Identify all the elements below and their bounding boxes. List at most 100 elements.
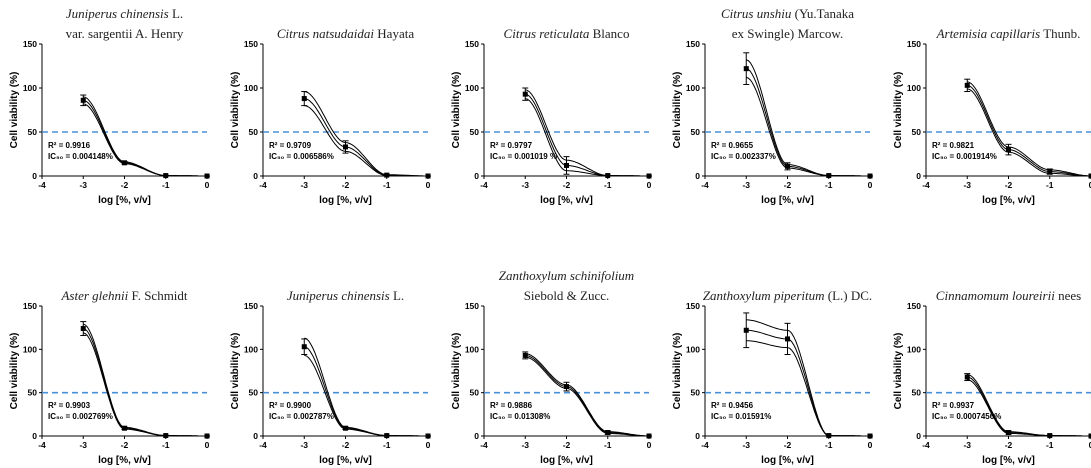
data-point	[1006, 430, 1011, 436]
chart-panel: Cinnamomum loureirii nees 0 50 100 150 -4 -3 -2…	[893, 288, 1091, 466]
x-tick-label: -3	[963, 440, 971, 450]
x-axis-label: log [%, v/v]	[540, 455, 593, 466]
x-tick-label: -2	[121, 440, 129, 450]
data-point	[1006, 147, 1011, 153]
x-tick-label: -1	[383, 440, 391, 450]
species-name: Citrus natsudaidai	[277, 26, 375, 41]
data-point	[204, 433, 210, 439]
ic50-label: IC₅₀ = 0.001914%	[932, 152, 997, 161]
species-title: Zanthoxylum piperitum (L.) DC.	[703, 288, 872, 303]
y-axis-label: Cell viability (%)	[451, 333, 462, 410]
x-tick-label: 0	[1089, 180, 1091, 190]
y-tick-label: 50	[249, 388, 259, 398]
x-tick-label: -3	[300, 440, 308, 450]
species-name: Zanthoxylum piperitum	[703, 288, 825, 303]
x-tick-label: -4	[922, 180, 930, 190]
data-point	[605, 173, 611, 179]
ic50-label: IC₅₀ = 0.01591%	[711, 412, 771, 421]
y-tick-label: 0	[32, 431, 37, 441]
species-title: Artemisia capillaris Thunb.	[936, 26, 1081, 41]
x-tick-label: -2	[1005, 180, 1013, 190]
y-axis-label: Cell viability (%)	[672, 333, 683, 410]
data-point	[564, 162, 569, 168]
fitted-curve	[746, 59, 870, 177]
x-tick-label: -1	[1046, 440, 1054, 450]
ic50-label: IC₅₀ = 0.001019 %	[490, 152, 557, 161]
y-tick-label: 150	[23, 39, 37, 49]
ic50-label: IC₅₀ = 0.004148%	[48, 152, 113, 161]
species-title: Cinnamomum loureirii nees	[936, 288, 1081, 303]
data-point	[605, 430, 611, 436]
x-axis-label: log [%, v/v]	[98, 195, 151, 206]
x-tick-label: -1	[825, 180, 833, 190]
data-point	[384, 172, 390, 178]
r-squared-label: R² = 0.9821	[932, 141, 975, 150]
species-title: Citrus natsudaidai Hayata	[277, 26, 414, 41]
data-point	[343, 144, 348, 150]
x-axis-label: log [%, v/v]	[540, 195, 593, 206]
fitted-curve	[746, 76, 870, 177]
x-tick-label: -4	[701, 440, 709, 450]
fitted-curve	[967, 374, 1091, 437]
ic50-label: IC₅₀ = 0.0007456%	[932, 412, 1001, 421]
data-point	[826, 173, 832, 179]
x-tick-label: 0	[205, 180, 210, 190]
y-tick-label: 0	[474, 171, 479, 181]
fitted-curve	[525, 353, 649, 437]
y-tick-label: 50	[28, 127, 38, 137]
r-squared-label: R² = 0.9937	[932, 401, 975, 410]
species-authority: Thunb.	[1040, 26, 1080, 41]
x-tick-label: 0	[426, 440, 431, 450]
r-squared-label: R² = 0.9797	[490, 141, 533, 150]
fitted-curve	[304, 354, 428, 437]
species-authority: Hayata	[374, 26, 414, 41]
ic50-label: IC₅₀ = 0.01308%	[490, 412, 550, 421]
data-point	[1088, 433, 1091, 439]
species-title: Aster glehnii F. Schmidt	[60, 288, 187, 303]
y-axis-label: Cell viability (%)	[893, 333, 904, 410]
y-axis-label: Cell viability (%)	[672, 72, 683, 149]
fitted-curve	[746, 319, 870, 437]
y-tick-label: 150	[686, 39, 700, 49]
chart-panel: Juniperus chinensis L. var. sargentii A. …	[9, 6, 210, 206]
x-tick-label: 0	[647, 440, 652, 450]
x-tick-label: 0	[868, 440, 873, 450]
x-tick-label: -1	[383, 180, 391, 190]
fitted-curve	[83, 103, 207, 177]
x-tick-label: -4	[259, 440, 267, 450]
ic50-label: IC₅₀ = 0.006586%	[269, 152, 334, 161]
fitted-curve	[525, 89, 649, 177]
data-point	[964, 374, 970, 380]
y-tick-label: 50	[470, 388, 480, 398]
chart-panel: Citrus unshiu (Yu.Tanaka ex Swingle) Marc…	[672, 6, 873, 206]
fitted-curve	[525, 93, 649, 177]
data-point	[826, 433, 832, 439]
species-title: Juniperus chinensis L.	[287, 288, 404, 303]
y-tick-label: 150	[23, 301, 37, 311]
species-title-line2: Siebold & Zucc.	[524, 288, 610, 303]
data-point	[743, 66, 749, 72]
fitted-curve	[304, 337, 428, 437]
data-point	[522, 91, 528, 97]
r-squared-label: R² = 0.9456	[711, 401, 754, 410]
data-point	[1088, 173, 1091, 179]
data-point	[646, 173, 652, 179]
species-title: Citrus reticulata Blanco	[504, 26, 630, 41]
x-tick-label: -3	[300, 180, 308, 190]
data-point	[785, 163, 790, 169]
species-name: Juniperus chinensis	[287, 288, 390, 303]
y-tick-label: 50	[912, 127, 922, 137]
fitted-curve	[304, 91, 428, 177]
x-tick-label: -2	[784, 180, 792, 190]
x-tick-label: 0	[205, 440, 210, 450]
fitted-curve	[967, 84, 1091, 177]
data-point	[163, 173, 169, 179]
data-point	[785, 336, 790, 342]
x-tick-label: -3	[79, 440, 87, 450]
x-tick-label: -2	[342, 440, 350, 450]
x-tick-label: -3	[521, 440, 529, 450]
y-tick-label: 100	[244, 83, 258, 93]
species-title-line2: ex Swingle) Marcow.	[732, 26, 843, 41]
chart-panel: Juniperus chinensis L. 0 50 100 150 -4 -3 -2 -1 0…	[230, 288, 431, 466]
